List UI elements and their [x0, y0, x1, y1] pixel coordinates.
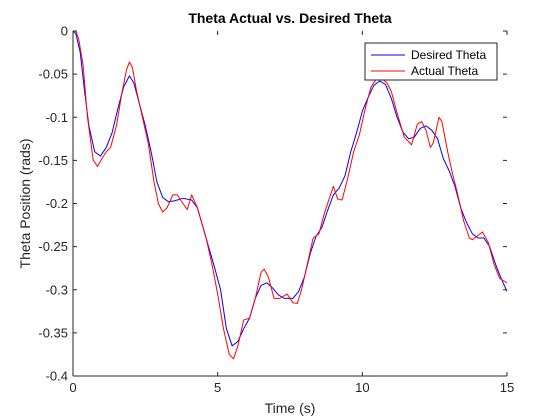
legend-label-desired: Desired Theta [411, 48, 486, 62]
y-tick-label: -0.25 [38, 239, 68, 254]
y-tick-label: -0.4 [46, 369, 68, 384]
x-tick-label: 5 [214, 380, 221, 395]
y-tick-label: -0.1 [46, 110, 68, 125]
plot-area [73, 31, 507, 376]
x-tick-label: 15 [500, 380, 514, 395]
y-tick-label: -0.35 [38, 325, 68, 340]
y-tick-label: -0.05 [38, 67, 68, 82]
x-tick-label: 0 [69, 380, 76, 395]
y-tick-label: -0.3 [46, 282, 68, 297]
x-axis-label: Time (s) [265, 400, 316, 416]
legend-label-actual: Actual Theta [411, 64, 478, 78]
legend: Desired Theta Actual Theta [365, 43, 497, 80]
y-tick-label: 0 [61, 24, 68, 39]
x-tick-label: 10 [355, 380, 369, 395]
y-tick-label: -0.15 [38, 153, 68, 168]
y-tick-label: -0.2 [46, 196, 68, 211]
chart-title: Theta Actual vs. Desired Theta [188, 10, 392, 26]
y-axis-label: Theta Position (rads) [17, 139, 33, 269]
